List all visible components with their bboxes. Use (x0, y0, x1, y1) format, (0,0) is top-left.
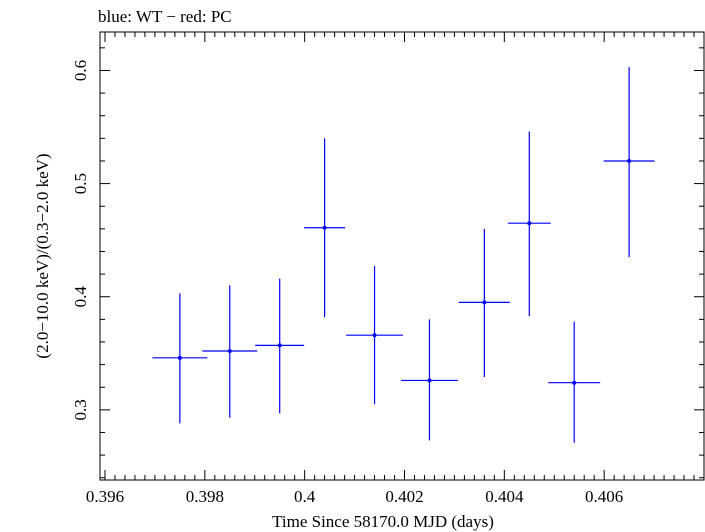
data-point-group (548, 321, 601, 443)
data-point-group (603, 67, 655, 258)
data-point (322, 225, 327, 230)
data-point-group (401, 319, 458, 441)
data-point-group (304, 138, 346, 318)
y-tick-label: 0.5 (71, 173, 90, 194)
data-point-group (255, 278, 305, 414)
x-tick-label: 0.396 (86, 487, 124, 506)
data-point-group (507, 131, 551, 316)
data-marks (152, 67, 655, 443)
data-point (177, 355, 182, 360)
data-point-group (152, 293, 208, 424)
data-point-group (458, 228, 510, 378)
data-point (627, 158, 632, 163)
y-tick-label: 0.3 (71, 399, 90, 420)
data-point (227, 349, 232, 354)
plot-frame (99, 31, 705, 481)
y-tick-label: 0.6 (71, 60, 90, 81)
axes: 0.396 0.398 0.4 0.402 0.404 0.406 0.3 0.4 0.5 0.6 (71, 32, 705, 506)
chart-title: blue: WT − red: PC (98, 7, 232, 26)
data-point (277, 343, 282, 348)
x-tick-label: 0.398 (186, 487, 224, 506)
x-tick-label: 0.406 (585, 487, 623, 506)
data-point (572, 380, 577, 385)
data-point (427, 378, 432, 383)
data-point-group (202, 285, 258, 418)
y-tick-label: 0.4 (71, 286, 90, 308)
x-tick-label: 0.402 (385, 487, 423, 506)
x-tick-label: 0.4 (294, 487, 316, 506)
data-point (527, 221, 532, 226)
data-point-group (346, 266, 403, 405)
y-axis-label: (2.0−10.0 keV)/(0.3−2.0 keV) (33, 153, 52, 358)
x-tick-label: 0.404 (485, 487, 524, 506)
data-point (482, 300, 487, 305)
data-point (372, 333, 377, 338)
x-axis-label: Time Since 58170.0 MJD (days) (272, 512, 494, 531)
